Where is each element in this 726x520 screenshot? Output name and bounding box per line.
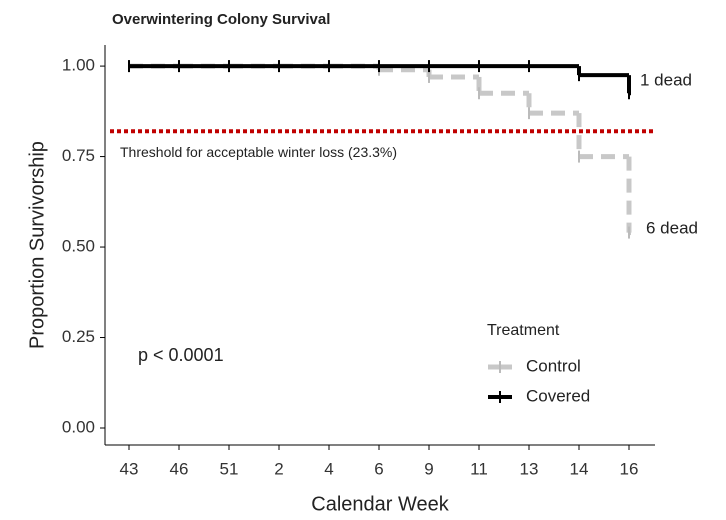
annotation: 1 dead bbox=[640, 70, 692, 89]
x-tick-label: 2 bbox=[274, 459, 283, 478]
y-tick-label: 0.00 bbox=[62, 417, 95, 436]
legend-title: Treatment bbox=[487, 322, 560, 339]
y-tick-label: 0.25 bbox=[62, 327, 95, 346]
x-tick-label: 4 bbox=[324, 459, 333, 478]
x-axis-label: Calendar Week bbox=[311, 493, 449, 515]
threshold-label: Threshold for acceptable winter loss (23… bbox=[120, 144, 397, 160]
y-tick-label: 1.00 bbox=[62, 56, 95, 75]
annotation: p < 0.0001 bbox=[138, 345, 224, 365]
legend-label: Covered bbox=[526, 386, 590, 405]
y-tick-label: 0.50 bbox=[62, 237, 95, 256]
x-tick-label: 6 bbox=[374, 459, 383, 478]
y-tick-label: 0.75 bbox=[62, 146, 95, 165]
x-tick-label: 43 bbox=[120, 459, 139, 478]
x-tick-label: 46 bbox=[170, 459, 189, 478]
x-tick-label: 16 bbox=[620, 459, 639, 478]
x-tick-label: 51 bbox=[220, 459, 239, 478]
annotation: 6 dead bbox=[646, 218, 698, 237]
legend-label: Control bbox=[526, 356, 581, 375]
x-tick-label: 11 bbox=[470, 459, 488, 478]
y-axis-label: Proportion Survivorship bbox=[26, 141, 48, 349]
x-tick-label: 9 bbox=[424, 459, 433, 478]
chart-title: Overwintering Colony Survival bbox=[112, 11, 330, 28]
x-tick-label: 13 bbox=[520, 459, 539, 478]
x-tick-label: 14 bbox=[570, 459, 589, 478]
